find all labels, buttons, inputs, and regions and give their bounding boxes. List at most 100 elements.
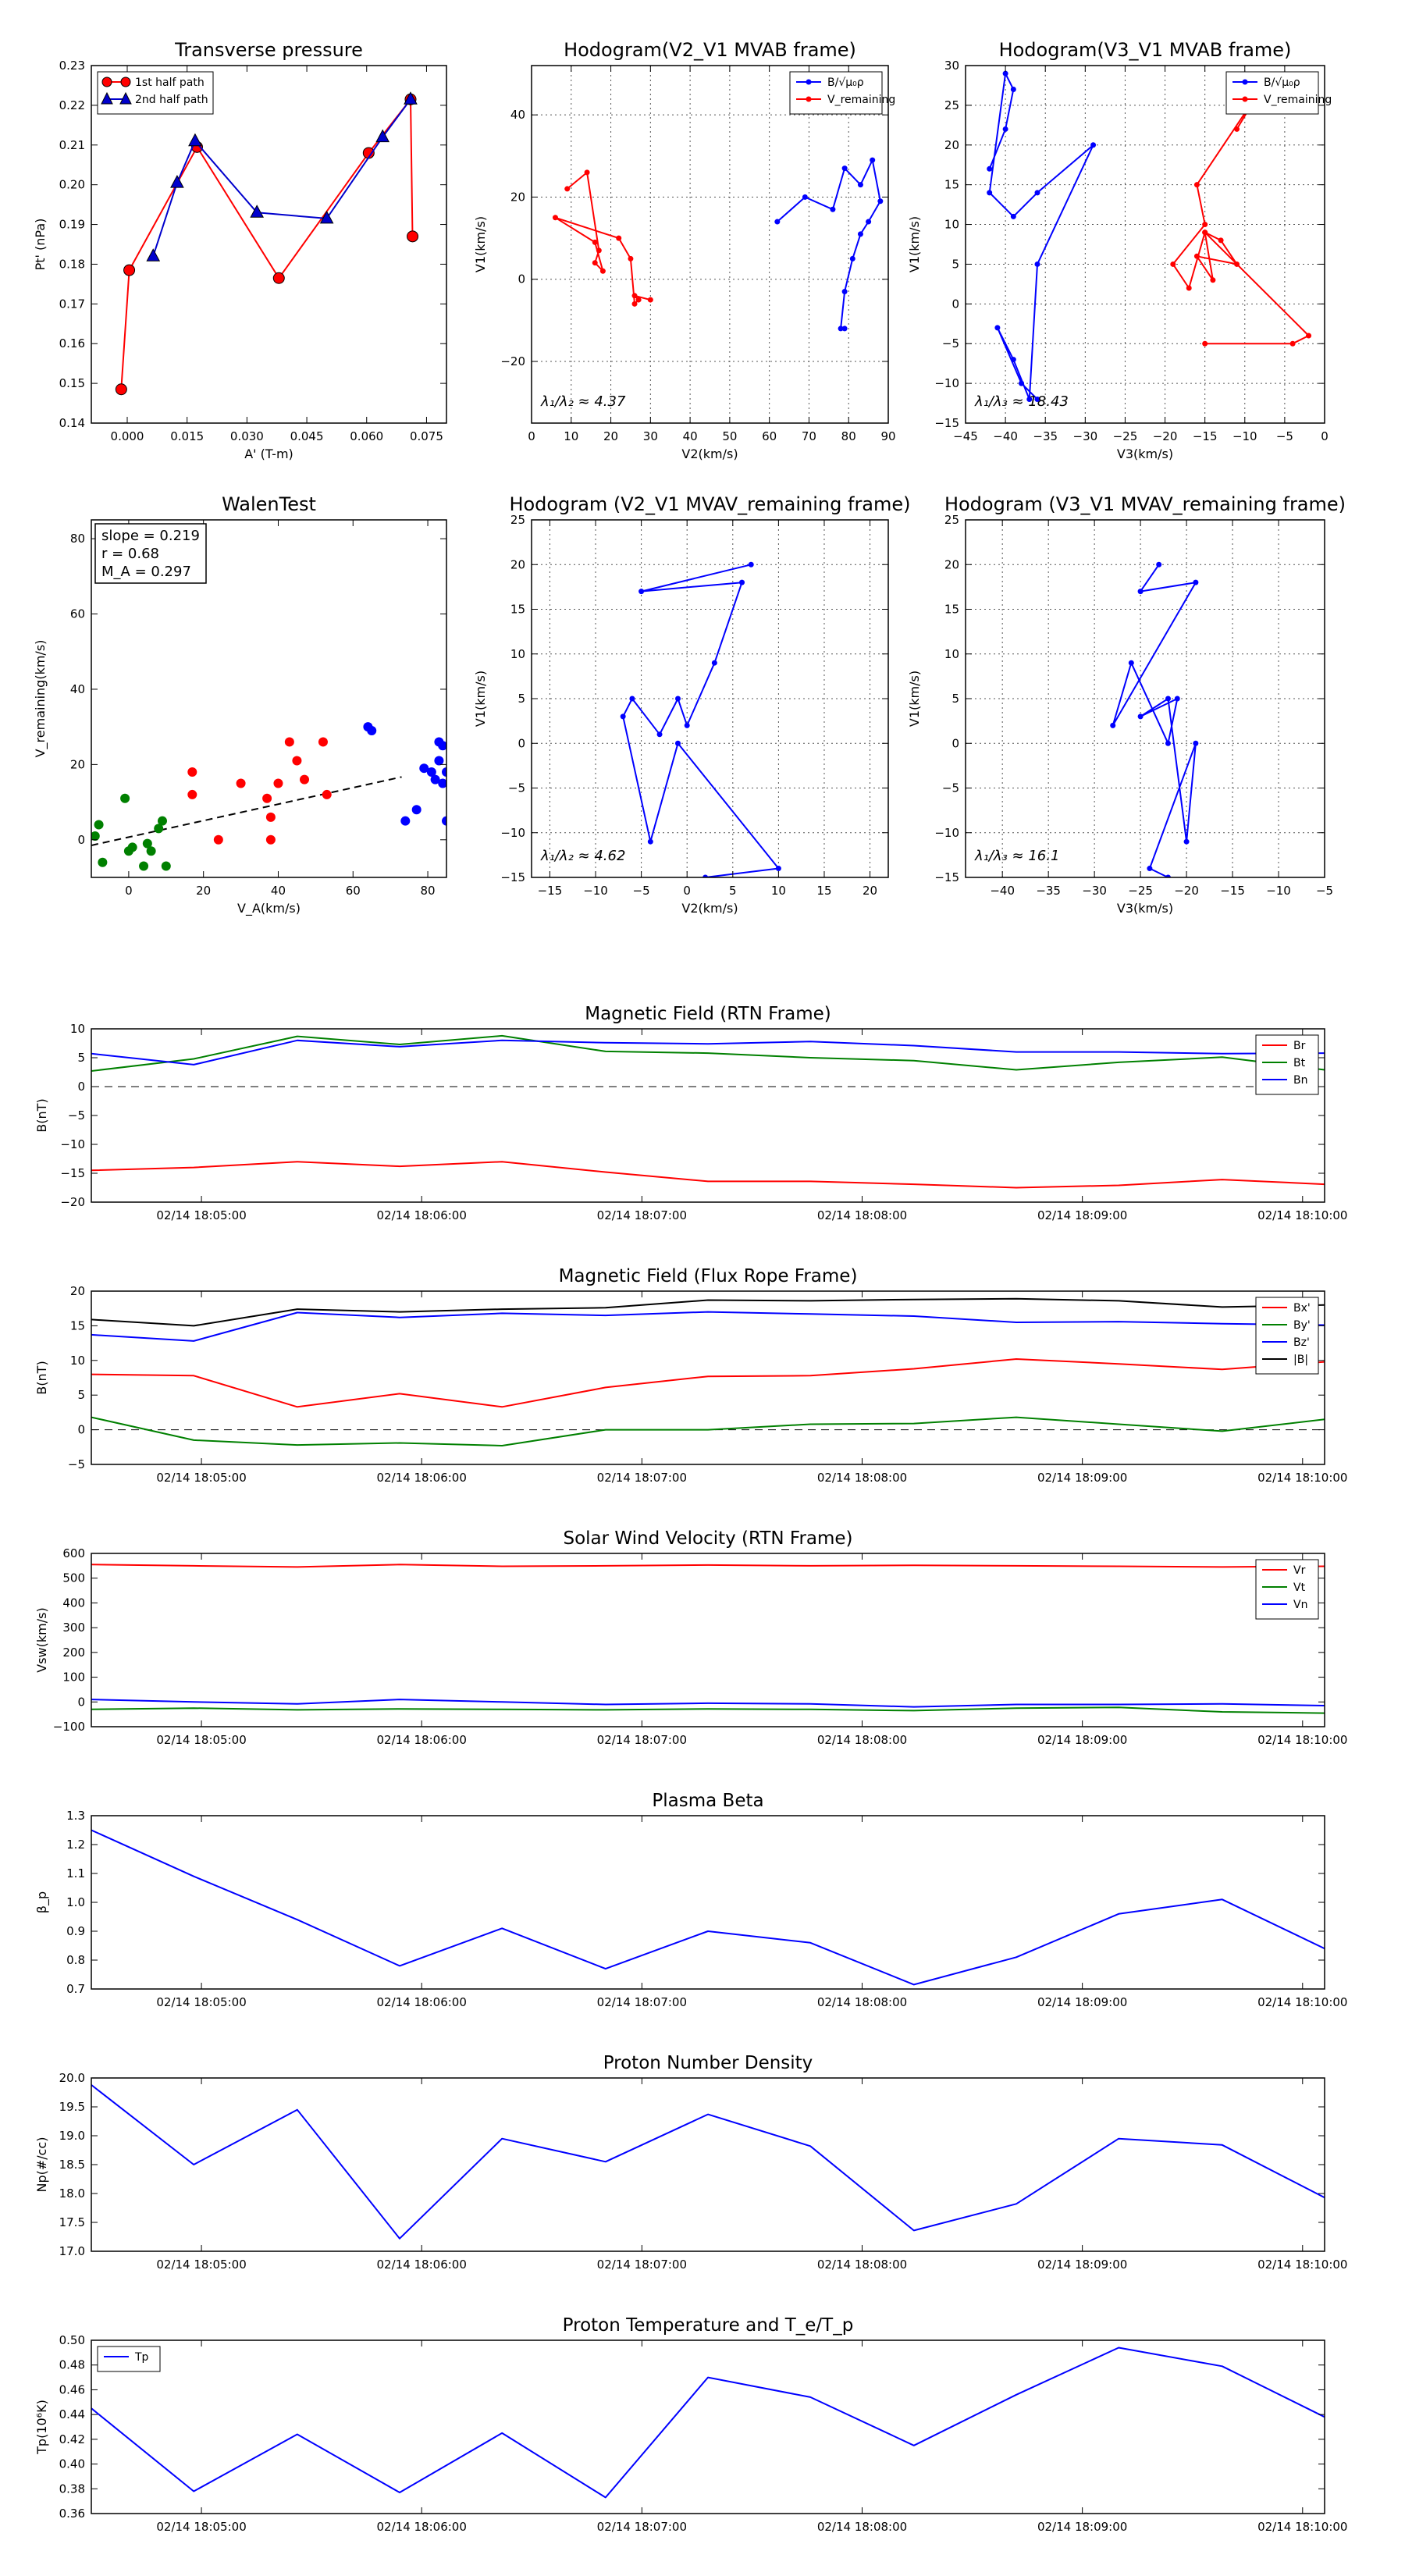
axes-frame	[531, 65, 889, 424]
x-tick-label: −5	[1276, 429, 1293, 443]
x-tick-label: 40	[271, 884, 286, 898]
y-tick-label: 0.19	[59, 218, 85, 232]
x-tick-label: 0.030	[230, 429, 264, 443]
y-axis-label: Np(#/cc)	[34, 2137, 49, 2193]
x-tick-label: 02/14 18:09:00	[1037, 1733, 1127, 1747]
data-point	[170, 175, 184, 188]
y-tick-label: 40	[70, 682, 85, 696]
x-tick-label: 02/14 18:06:00	[377, 1995, 467, 2009]
y-tick-label: 0.22	[59, 98, 85, 112]
data-point	[592, 239, 598, 245]
y-tick-label: 15	[510, 603, 525, 617]
x-tick-label: 02/14 18:08:00	[817, 1733, 907, 1747]
series-line-2	[91, 1039, 1325, 1066]
y-tick-label: −10	[934, 376, 959, 390]
data-point	[1234, 261, 1240, 267]
legend-label: B/√μ₀ρ	[1264, 76, 1300, 89]
y-tick-label: 0	[951, 297, 959, 311]
x-tick-label: 02/14 18:10:00	[1257, 1208, 1347, 1222]
series-line-1	[91, 1706, 1325, 1714]
stats-line: M_A = 0.297	[101, 564, 191, 580]
data-point	[711, 660, 717, 666]
y-axis-label: V_remaining(km/s)	[33, 640, 48, 758]
chart-hv3: −45 −40 −35 −30 −25 −20 −15 −10 −5 0 −15 −10 −5 0 5 10 1…	[907, 39, 1332, 461]
x-tick-label: −45	[953, 429, 978, 443]
data-point	[154, 824, 164, 834]
series-line-3	[91, 1297, 1325, 1327]
data-point	[1010, 357, 1016, 363]
x-tick-label: 02/14 18:05:00	[156, 2258, 246, 2272]
chart-hv3r: −40 −35 −30 −25 −20 −15 −10 −5 −15 −10 −5 0 5 10 15 20 2…	[907, 493, 1346, 916]
legend-label: Bt	[1293, 1057, 1306, 1069]
y-tick-label: 0.46	[59, 2382, 85, 2396]
y-tick-label: 5	[518, 692, 525, 706]
series-line-0	[91, 1829, 1325, 1986]
x-tick-label: 02/14 18:08:00	[817, 1995, 907, 2009]
chart-title: Magnetic Field (RTN Frame)	[585, 1004, 831, 1024]
data-point	[1165, 874, 1171, 877]
x-tick-label: 02/14 18:07:00	[597, 1208, 687, 1222]
legend-label: |B|	[1293, 1354, 1308, 1366]
x-tick-label: −15	[1193, 429, 1218, 443]
y-axis-label: β_p	[34, 1891, 50, 1913]
data-point	[292, 756, 302, 766]
data-point	[1186, 285, 1192, 291]
data-point	[426, 767, 436, 777]
chart-tpr: 02/14 18:05:00 02/14 18:06:00 02/14 18:07:…	[34, 2315, 1347, 2534]
data-point	[322, 789, 332, 799]
stats-line: r = 0.68	[101, 546, 159, 562]
data-point	[438, 778, 446, 788]
data-point	[1019, 380, 1025, 386]
x-tick-label: 60	[762, 429, 777, 443]
plot-area	[966, 66, 1325, 423]
chart-title: Hodogram (V3_V1 MVAV_remaining frame)	[944, 493, 1346, 515]
eigen-ratio-annotation: λ₁/λ₂ ≈ 4.37	[540, 393, 626, 410]
data-point	[442, 767, 446, 777]
x-tick-label: 0.075	[410, 429, 443, 443]
data-point	[1174, 696, 1180, 702]
x-tick-label: 02/14 18:08:00	[817, 1208, 907, 1222]
plot-area	[532, 66, 888, 423]
data-point	[1110, 722, 1116, 728]
x-tick-label: 02/14 18:10:00	[1257, 2258, 1347, 2272]
y-tick-label: 0	[77, 833, 85, 847]
chart-title: Proton Temperature and T_e/T_p	[563, 2315, 854, 2336]
eigen-ratio-annotation: λ₁/λ₃ ≈ 18.43	[974, 393, 1069, 410]
series-line-0	[91, 1358, 1325, 1408]
data-point	[236, 778, 246, 788]
series-line-1	[91, 1416, 1325, 1446]
data-point	[407, 230, 419, 243]
x-tick-label: −5	[1316, 884, 1333, 898]
y-tick-label: 0	[77, 1695, 85, 1709]
series-line-0	[91, 2347, 1325, 2499]
data-point	[1034, 190, 1040, 196]
data-point	[552, 215, 558, 221]
legend-label: Bz'	[1293, 1336, 1310, 1349]
plot-area	[91, 1553, 1325, 1727]
x-tick-label: 70	[802, 429, 816, 443]
series-line-0	[988, 73, 1094, 400]
legend-marker	[1242, 96, 1248, 102]
y-tick-label: −5	[508, 781, 525, 795]
data-point	[94, 820, 104, 830]
data-point	[592, 260, 598, 266]
y-tick-label: 0	[77, 1423, 85, 1437]
x-tick-label: −40	[990, 884, 1015, 898]
y-tick-label: 17.0	[59, 2244, 85, 2258]
series-line-2	[91, 1311, 1325, 1342]
y-tick-label: 0.14	[59, 416, 85, 430]
x-tick-label: 80	[841, 429, 856, 443]
data-point	[616, 235, 622, 241]
data-point	[142, 838, 152, 849]
stats-box	[94, 523, 207, 584]
series-line-0	[91, 1564, 1325, 1568]
data-point	[841, 165, 848, 172]
plot-area	[91, 1816, 1325, 1989]
x-tick-label: 02/14 18:08:00	[817, 2258, 907, 2272]
data-point	[1202, 340, 1208, 347]
x-tick-label: 0	[528, 429, 535, 443]
y-tick-label: 0.20	[59, 178, 85, 192]
y-tick-label: 0.8	[66, 1953, 85, 1967]
x-tick-label: 0	[683, 884, 691, 898]
data-point	[1010, 87, 1016, 93]
